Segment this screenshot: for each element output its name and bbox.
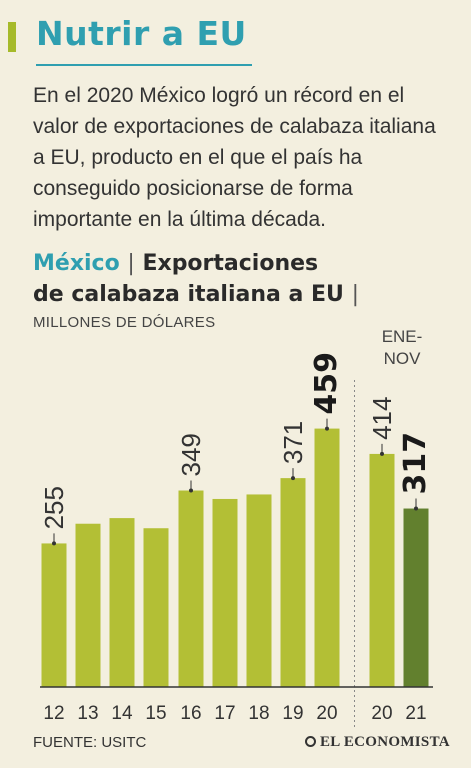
bar-9 (369, 453, 395, 687)
value-label: 459 (309, 352, 344, 415)
bar-7 (280, 478, 306, 687)
x-tick-label: 13 (77, 703, 98, 724)
chart-title-part1: Exportaciones (142, 251, 319, 276)
publisher-logo: EL ECONOMISTA (305, 734, 450, 751)
value-marker (414, 506, 418, 511)
x-tick-label: 14 (111, 703, 133, 724)
value-label: 255 (39, 486, 69, 529)
value-marker (291, 476, 295, 481)
source-note: FUENTE: USITC (33, 734, 147, 751)
value-label: 414 (367, 397, 397, 440)
bar-2 (109, 518, 135, 687)
intro-paragraph: En el 2020 México logró un récord en el … (33, 84, 436, 231)
x-tick-label: 21 (405, 703, 426, 724)
value-label: 371 (278, 421, 308, 464)
x-tick-label: 20 (371, 703, 392, 724)
bar-6 (246, 494, 272, 687)
chart-title-separator-2: | (351, 282, 359, 307)
x-tick-label: 20 (316, 703, 337, 724)
value-marker (189, 488, 193, 493)
value-marker (325, 426, 329, 431)
x-tick-label: 19 (282, 703, 303, 724)
page-title: Nutrir a EU (36, 14, 247, 53)
logo-text: EL ECONOMISTA (320, 734, 450, 750)
bar-10 (403, 508, 429, 687)
value-marker (52, 541, 56, 546)
bar-3 (143, 528, 169, 687)
period-note-line2: NOV (383, 349, 421, 368)
value-marker (380, 451, 384, 456)
period-note: ENE- NOV (374, 326, 430, 370)
x-tick-label: 18 (248, 703, 269, 724)
bar-0 (41, 543, 67, 687)
chart-title-separator: | (127, 251, 135, 276)
chart-title-country: México (33, 251, 120, 276)
units-label: MILLONES DE DÓLARES (33, 314, 216, 331)
x-tick-label: 17 (214, 703, 235, 724)
accent-bar (8, 22, 16, 52)
period-note-line1: ENE- (381, 327, 423, 346)
chart-title: México | Exportaciones de calabaza itali… (33, 248, 453, 310)
logo-mark-icon (305, 736, 316, 747)
x-tick-label: 12 (43, 703, 64, 724)
bar-4 (178, 490, 204, 687)
bar-8 (314, 428, 340, 687)
value-label: 317 (398, 432, 433, 495)
bar-5 (212, 498, 238, 687)
title-underline (36, 64, 252, 66)
x-tick-label: 15 (145, 703, 166, 724)
x-tick-label: 16 (180, 703, 201, 724)
bar-1 (75, 523, 101, 687)
chart-title-part2: de calabaza italiana a EU (33, 282, 344, 307)
value-label: 349 (176, 433, 206, 476)
